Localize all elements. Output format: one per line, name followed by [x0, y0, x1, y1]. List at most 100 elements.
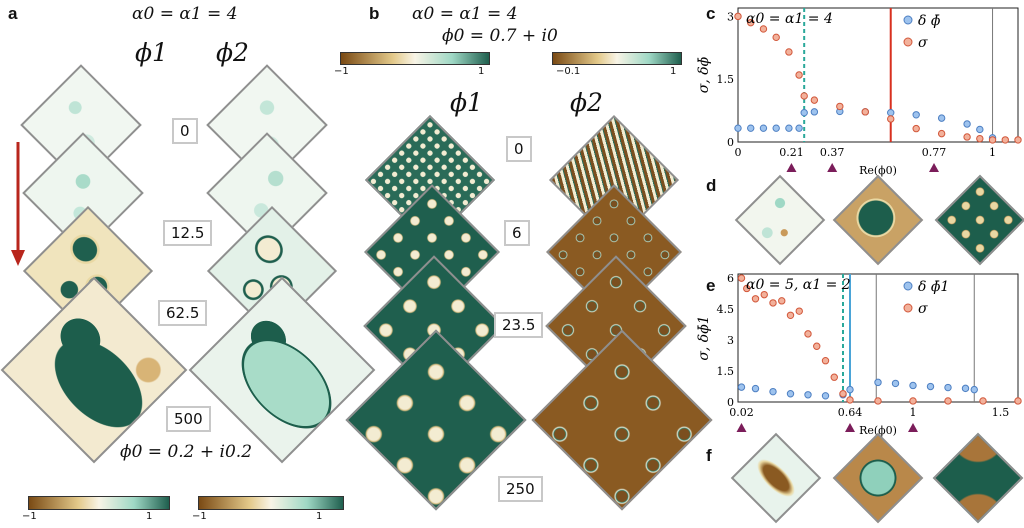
point-series1 [772, 33, 780, 42]
point-series0 [963, 120, 971, 128]
legend-marker [903, 15, 913, 25]
point-series1 [760, 290, 768, 299]
x-tick-label: 0 [735, 146, 742, 159]
chart-title: α0 = α1 = 4 [746, 11, 833, 27]
point-series1 [937, 129, 946, 138]
y-tick-label: 4.5 [717, 303, 735, 316]
point-series1 [874, 397, 882, 405]
point-series1 [778, 297, 786, 305]
point-series1 [944, 397, 952, 405]
point-series0 [804, 391, 812, 399]
panel-a-colorbar-phi1 [28, 496, 170, 510]
panel-a-bottom-equation: ϕ0 = 0.2 + i0.2 [120, 442, 253, 462]
panel-a-phi2-heading: ϕ2 [216, 38, 249, 67]
panel-d-label: d [706, 176, 717, 195]
point-series1 [795, 307, 803, 315]
panel-b-label: b [369, 4, 380, 23]
threshold-marker-icon [929, 163, 939, 172]
panel-a-phi1-heading: ϕ1 [135, 38, 168, 67]
point-series0 [937, 114, 946, 122]
panel-a-label: a [8, 4, 18, 23]
point-series1 [737, 274, 746, 282]
x-tick-label: 0.77 [922, 146, 947, 159]
point-series1 [861, 108, 869, 116]
point-series0 [737, 383, 746, 391]
x-tick-label: 1 [910, 406, 917, 419]
legend-label: σ [918, 301, 928, 317]
threshold-marker-icon [786, 163, 797, 172]
point-series1 [759, 25, 768, 33]
tile-d-1 [734, 174, 826, 266]
point-series1 [786, 311, 795, 319]
panel-b-cb1-min: −1 [334, 66, 349, 77]
point-series0 [785, 124, 793, 132]
y-tick-label: 1.5 [717, 73, 735, 86]
threshold-marker-icon [908, 423, 918, 432]
point-series1 [887, 115, 895, 123]
point-series0 [976, 125, 984, 134]
point-series1 [976, 134, 984, 143]
point-series0 [810, 108, 819, 116]
tile-f-1 [730, 432, 822, 524]
y-tick-label: 0 [727, 136, 734, 149]
panel-b-cb1-max: 1 [478, 66, 485, 77]
point-series1 [743, 284, 751, 293]
point-series1 [839, 390, 847, 398]
panel-a-time-2: 62.5 [158, 300, 208, 326]
tile-d-2 [832, 174, 924, 266]
panel-b-time-1: 6 [504, 220, 530, 246]
point-series1 [1001, 136, 1009, 144]
y-tick-label: 3 [727, 10, 734, 23]
panel-b-time-3: 250 [498, 476, 543, 502]
panel-c-label: c [706, 4, 716, 23]
legend-label: δ ϕ̄1 [918, 279, 949, 295]
point-series0 [751, 384, 760, 393]
panel-b-phi2-heading: ϕ2 [570, 88, 603, 117]
y-tick-label: 1.5 [717, 365, 735, 378]
x-tick-label: 0.21 [779, 146, 804, 159]
x-tick-label: 1.5 [992, 406, 1010, 419]
point-series0 [795, 124, 803, 132]
point-series1 [988, 136, 997, 144]
tile-f-3 [932, 432, 1024, 524]
point-series1 [1014, 397, 1022, 405]
tile-f-2 [832, 432, 924, 524]
x-tick-label: 0.02 [729, 406, 754, 419]
point-series0 [786, 390, 795, 398]
point-series0 [821, 392, 830, 400]
point-series1 [810, 96, 819, 104]
point-series1 [813, 342, 821, 350]
legend-marker [903, 37, 913, 47]
point-series1 [804, 330, 812, 338]
point-series1 [830, 373, 838, 381]
panel-e-label: e [706, 276, 716, 295]
point-series1 [769, 299, 777, 307]
y-tick-label: 0 [727, 396, 734, 409]
panel-b-equation-1: α0 = α1 = 4 [412, 4, 518, 24]
panel-a-time-0: 0 [172, 118, 198, 144]
panel-b-cb2-max: 1 [670, 66, 677, 77]
panel-b-phi1-heading: ϕ1 [450, 88, 483, 117]
tile-b-phi2-t3 [531, 329, 713, 511]
plot-frame [737, 7, 1019, 143]
point-series0 [926, 382, 935, 391]
point-series1 [963, 133, 971, 141]
panel-f-label: f [706, 446, 712, 465]
point-series1 [785, 48, 793, 56]
y-tick-label: 3 [727, 334, 734, 347]
point-series0 [759, 124, 768, 132]
x-tick-label: 0.37 [820, 146, 845, 159]
x-axis-label: Re(ϕ0) [859, 164, 897, 177]
threshold-marker-icon [845, 423, 855, 432]
point-series1 [846, 396, 854, 404]
x-tick-label: 0.64 [838, 406, 863, 419]
point-series1 [979, 397, 987, 405]
point-series1 [795, 71, 803, 79]
legend-marker [903, 303, 913, 313]
point-series1 [747, 18, 755, 27]
x-tick-label: 1 [989, 146, 996, 159]
panel-a-equation: α0 = α1 = 4 [132, 4, 238, 24]
y-axis-label: σ, δϕ̄ [696, 56, 712, 93]
panel-b-colorbar-phi2 [552, 52, 682, 65]
tile-a-phi2-t3 [188, 276, 376, 464]
